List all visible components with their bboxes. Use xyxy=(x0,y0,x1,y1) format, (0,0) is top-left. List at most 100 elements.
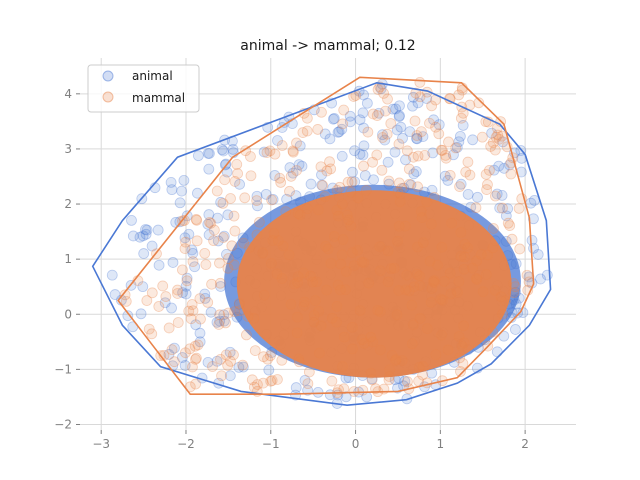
data-point xyxy=(287,145,299,157)
data-point xyxy=(506,233,518,245)
data-point xyxy=(391,309,403,321)
x-tick-label: −2 xyxy=(177,437,195,451)
data-point xyxy=(336,249,348,261)
data-point xyxy=(218,315,230,327)
data-point xyxy=(135,308,147,320)
data-point xyxy=(470,202,482,214)
data-point xyxy=(414,313,426,324)
data-point xyxy=(184,343,196,355)
data-point xyxy=(362,126,374,138)
data-point xyxy=(430,349,442,361)
data-point xyxy=(455,178,467,190)
data-point xyxy=(191,214,203,226)
data-point xyxy=(358,337,370,349)
data-point xyxy=(220,349,232,361)
data-point xyxy=(336,150,348,162)
data-point xyxy=(404,126,416,138)
data-point xyxy=(213,319,225,330)
data-point xyxy=(217,232,229,243)
data-point xyxy=(392,235,404,247)
data-point xyxy=(202,147,214,159)
data-point xyxy=(326,375,338,387)
data-point xyxy=(229,225,241,237)
data-point xyxy=(127,230,139,242)
data-point xyxy=(402,376,413,388)
data-point xyxy=(508,278,520,289)
data-point xyxy=(510,281,521,293)
data-point xyxy=(222,262,234,274)
data-point xyxy=(325,163,337,175)
data-point xyxy=(239,192,251,204)
data-point xyxy=(352,192,364,204)
data-point xyxy=(336,198,348,210)
data-point xyxy=(272,135,283,146)
data-point xyxy=(186,244,198,256)
data-point xyxy=(337,361,348,372)
data-point xyxy=(383,175,395,187)
data-point xyxy=(181,272,193,284)
data-point xyxy=(453,276,465,287)
data-point xyxy=(305,178,317,190)
data-point xyxy=(227,143,239,155)
data-point xyxy=(371,149,383,161)
y-tick-label: 2 xyxy=(64,197,72,211)
data-point xyxy=(180,236,191,248)
data-point xyxy=(266,194,277,206)
data-point xyxy=(489,144,501,156)
data-point xyxy=(403,178,415,190)
data-point xyxy=(251,195,263,207)
data-point xyxy=(137,281,149,293)
data-point xyxy=(497,308,508,320)
data-point xyxy=(340,266,352,277)
data-point xyxy=(146,287,158,299)
data-point xyxy=(316,169,327,181)
data-point xyxy=(267,194,279,205)
data-point xyxy=(285,170,297,182)
data-point xyxy=(301,112,313,124)
data-point xyxy=(430,121,442,133)
data-point xyxy=(386,349,398,361)
data-point xyxy=(338,383,350,395)
data-point xyxy=(166,184,178,196)
data-point xyxy=(346,176,358,188)
data-point xyxy=(486,127,498,139)
data-point xyxy=(504,220,516,231)
data-point xyxy=(365,331,377,343)
data-point xyxy=(192,339,204,351)
data-point xyxy=(222,209,234,221)
data-point xyxy=(311,276,322,288)
data-point xyxy=(264,145,276,157)
data-point xyxy=(340,284,351,296)
data-point xyxy=(120,295,132,307)
data-point xyxy=(427,147,439,159)
data-point xyxy=(435,293,447,305)
data-point xyxy=(265,375,277,387)
data-point xyxy=(222,359,234,371)
data-point xyxy=(194,327,206,339)
data-point xyxy=(405,179,417,191)
data-point xyxy=(444,267,456,279)
data-point xyxy=(190,319,202,331)
data-point xyxy=(446,217,458,229)
data-point xyxy=(231,158,243,170)
data-point xyxy=(454,181,465,193)
data-point xyxy=(218,230,230,242)
data-point xyxy=(199,288,211,300)
legend: animal mammal xyxy=(87,64,200,113)
data-point xyxy=(166,302,177,314)
data-point xyxy=(335,258,347,270)
data-point xyxy=(475,249,487,260)
data-point xyxy=(191,235,203,247)
data-point xyxy=(140,224,151,235)
data-point xyxy=(163,349,175,360)
data-point xyxy=(487,242,499,254)
data-point xyxy=(218,309,230,321)
data-point xyxy=(382,276,394,288)
data-point xyxy=(512,307,523,319)
data-point xyxy=(202,296,214,308)
data-point xyxy=(185,313,197,325)
data-point xyxy=(487,326,499,338)
data-point xyxy=(354,148,366,160)
data-point xyxy=(298,267,310,279)
data-point xyxy=(435,144,447,156)
